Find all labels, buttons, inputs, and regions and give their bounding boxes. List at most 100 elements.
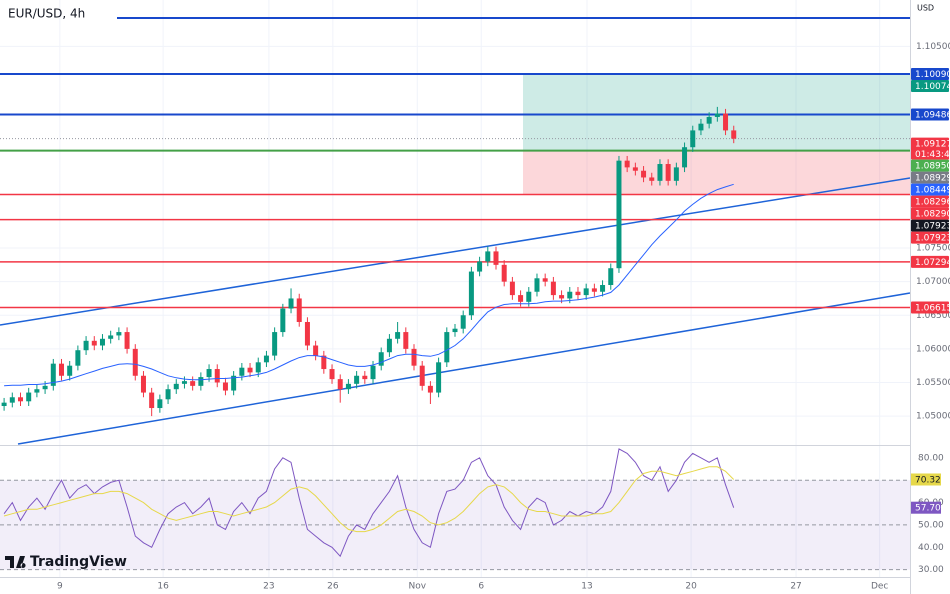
candle-body [632,167,638,171]
candle-body [83,340,89,351]
candle-body [567,291,573,299]
candle-body [403,332,409,349]
candle-body [706,116,712,124]
candle-body [181,381,187,384]
candle-body [313,345,319,356]
candle-body [616,160,622,269]
candle-body [542,278,548,282]
x-tick-label: 23 [263,582,274,592]
x-tick-label: 16 [157,582,169,592]
candle-body [378,352,384,366]
candle-body [255,362,261,373]
candle-body [485,251,491,262]
rsi-line [3,466,735,533]
candle-body [58,363,64,376]
candle-body [534,278,540,292]
price-label: 1.09486 [915,111,950,121]
candle-body [75,350,81,366]
candle-body [477,261,483,272]
candle-body [50,363,56,386]
candle-body [641,170,647,178]
candle-body [304,321,310,346]
y-tick-label: 1.07500 [916,244,950,254]
price-label: 1.08929 [915,174,950,184]
candle-body [132,348,138,376]
price-axis [910,0,950,594]
candle-body [624,160,630,168]
candle-body [272,332,278,356]
candle-body [337,379,343,390]
y-tick-label: 1.10500 [916,42,950,52]
chart-title: EUR/USD, 4h [8,7,85,21]
candle-body [34,389,40,393]
y-tick-label: 1.05500 [916,378,950,388]
y-tick-label: 1.05000 [916,412,950,422]
candle-body [1,402,7,407]
price-label-bg [911,108,949,121]
candle-body [419,365,425,386]
candle-body [600,285,606,292]
candle-body [198,377,204,386]
candle-body [518,295,524,302]
x-tick-label: 20 [685,582,697,592]
candle-body [583,288,589,296]
candle-body [222,382,228,391]
candle-body [509,281,515,296]
price-label-bg [911,231,949,244]
candle-body [444,332,450,363]
candle-body [165,389,171,400]
rsi-line [3,448,735,558]
candle-body [436,362,442,393]
x-tick-label: 9 [57,582,63,592]
channel-upper [0,177,911,326]
candle-body [26,392,32,402]
candle-body [559,295,565,299]
candle-body [206,369,212,378]
stop-zone [523,150,910,195]
candle-body [493,251,499,265]
candle-body [296,298,302,322]
candle-body [698,123,704,131]
x-tick-label: Nov [408,582,426,592]
x-tick-label: 27 [790,582,801,592]
logo: TradingView [5,554,127,570]
candle-body [591,288,597,292]
price-label-bg [911,219,949,232]
candle-body [288,298,294,309]
currency[interactable]: USD [917,4,934,13]
price-label: 1.08290 [915,210,950,220]
price-label-bg [911,255,949,268]
candle-body [673,167,679,181]
price-label: 1.08449 [915,186,950,196]
price-label: 1.07923 [915,234,950,244]
candle-body [239,367,245,376]
candle-body [731,130,737,139]
candle-body [214,369,220,383]
candle-body [649,177,655,181]
x-tick-label: 13 [581,582,592,592]
price-label: 1.07294 [915,258,950,268]
y-tick-label: 50.00 [918,520,944,530]
candle-body [657,164,663,181]
rsi-label: 70.32 [915,475,941,485]
candle-body [190,381,196,386]
candle-body [157,399,163,409]
candle-body [395,332,401,339]
price-label-bg [911,159,949,172]
brand: TradingView [30,554,127,570]
candle-body [247,367,253,373]
y-tick-label: 1.06500 [916,311,950,321]
candle-body [17,397,23,402]
candle-body [42,385,48,390]
countdown: 01:43:41 [915,150,950,160]
price-label: 1.08950 [915,162,950,172]
candle-body [173,383,179,390]
price-label-bg [911,171,949,184]
moving-average [4,183,734,387]
candle-body [345,383,351,390]
candle-body [108,335,114,339]
rsi-label-bg [911,501,941,514]
candle-body [140,375,146,393]
candle-body [723,113,729,131]
candle-body [452,328,458,333]
